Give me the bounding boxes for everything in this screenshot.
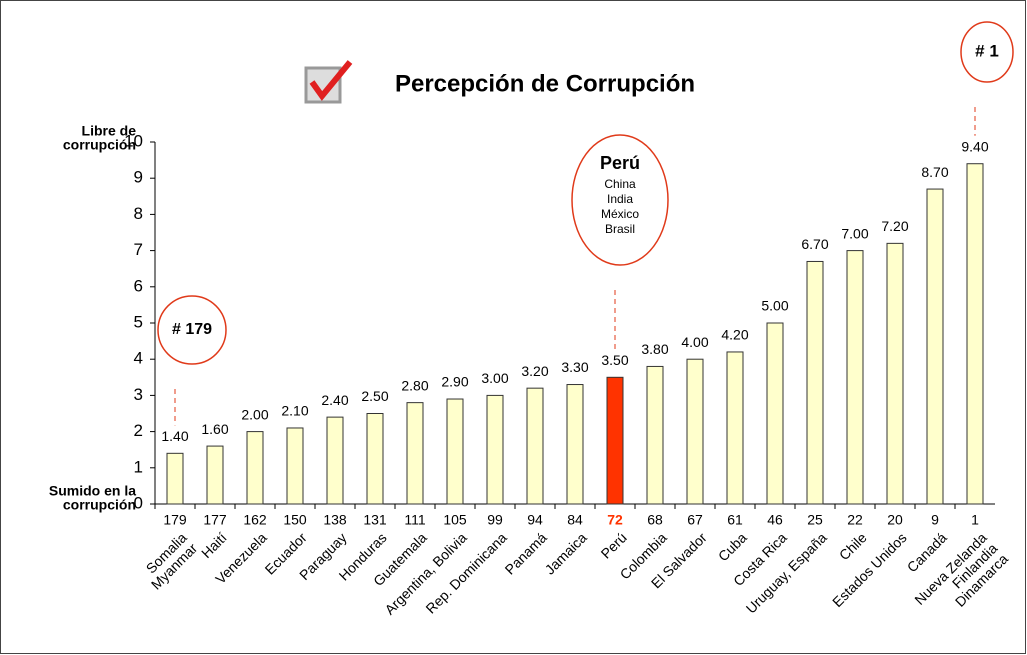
callout-text: China [604,177,636,191]
value-label: 3.30 [561,359,588,375]
rank-label: 1 [971,512,979,528]
y-bottom-label: Sumido en la [49,483,136,499]
rank-label: 20 [887,512,903,528]
rank-label: 111 [404,512,425,528]
bar [646,365,664,505]
value-label: 3.00 [481,370,508,386]
callout-text: India [607,192,633,206]
bar [246,431,264,505]
rank-label: 84 [567,512,583,528]
callout-text: # 179 [172,321,212,338]
bar [526,387,544,505]
bar [846,250,864,505]
rank-label: 177 [203,512,227,528]
bar [606,376,624,505]
bar [966,163,984,505]
value-label: 3.20 [521,363,548,379]
bar [326,416,344,505]
value-label: 7.20 [881,218,908,234]
y-bottom-label: corrupción [63,497,136,513]
rank-label: 150 [283,512,307,528]
rank-label: 9 [931,512,939,528]
bar [486,394,504,505]
value-label: 3.80 [641,341,668,357]
y-tick-label: 2 [134,421,143,440]
value-label: 2.80 [401,377,428,393]
callout-ellipse [571,134,669,266]
callout-ellipse [157,295,227,365]
bar [926,188,944,505]
rank-label: 46 [767,512,783,528]
y-tick-label: 10 [124,131,143,150]
value-label: 3.50 [601,352,628,368]
callout-text: México [601,207,639,221]
y-tick-label: 8 [134,204,143,223]
y-tick-label: 1 [134,457,143,476]
y-tick-label: 4 [134,349,143,368]
rank-label: 179 [163,512,187,528]
bar [166,452,184,505]
y-tick-label: 6 [134,276,143,295]
callout-text: Brasil [605,222,635,236]
rank-label: 72 [607,512,623,528]
chart-title: Percepción de Corrupción [395,70,695,97]
value-label: 2.10 [281,403,308,419]
bar [406,402,424,505]
rank-label: 22 [847,512,863,528]
bar [766,322,784,505]
value-label: 7.00 [841,225,868,241]
value-label: 9.40 [961,138,988,154]
rank-label: 61 [727,512,743,528]
y-tick-label: 9 [134,168,143,187]
y-top-label: Libre de [82,123,137,139]
bar [206,445,224,505]
value-label: 2.50 [361,388,388,404]
rank-label: 138 [323,512,347,528]
rank-label: 94 [527,512,543,528]
bar [366,413,384,505]
rank-label: 105 [443,512,467,528]
value-label: 2.00 [241,406,268,422]
bar [886,242,904,505]
y-tick-label: 0 [134,493,143,512]
y-tick-label: 3 [134,385,143,404]
value-label: 8.70 [921,164,948,180]
y-tick-label: 7 [134,240,143,259]
value-label: 4.00 [681,334,708,350]
bar [806,260,824,505]
check-icon [304,60,353,104]
rank-label: 99 [487,512,503,528]
value-label: 1.40 [161,428,188,444]
value-label: 2.40 [321,392,348,408]
rank-label: 162 [243,512,267,528]
y-top-label: corrupción [63,137,136,153]
rank-label: 67 [687,512,703,528]
callout-text: Perú [600,153,640,173]
rank-label: 68 [647,512,663,528]
value-label: 1.60 [201,421,228,437]
bar [566,384,584,505]
bar [686,358,704,505]
value-label: 2.90 [441,374,468,390]
value-label: 6.70 [801,236,828,252]
callout-ellipse [960,21,1014,83]
callout-text: # 1 [975,41,999,60]
value-label: 5.00 [761,298,788,314]
rank-label: 25 [807,512,823,528]
bar [286,427,304,505]
value-label: 4.20 [721,327,748,343]
bar [446,398,464,505]
rank-label: 131 [363,512,387,528]
bar [726,351,744,505]
y-tick-label: 5 [134,312,143,331]
